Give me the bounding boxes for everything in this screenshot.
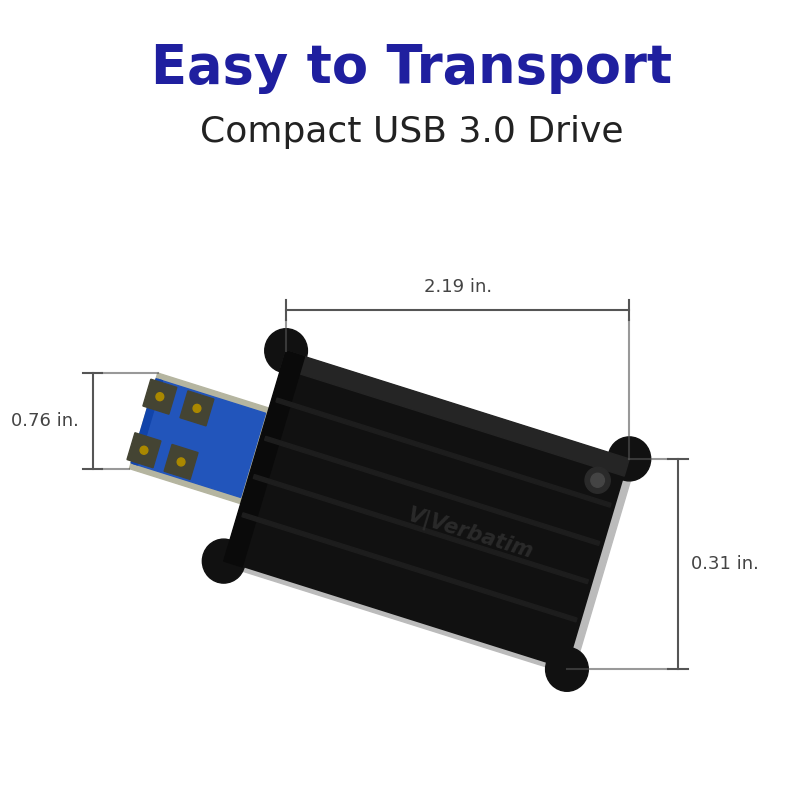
Circle shape <box>265 329 307 373</box>
Circle shape <box>178 458 185 466</box>
Polygon shape <box>254 474 588 584</box>
Polygon shape <box>133 379 266 498</box>
Circle shape <box>608 437 650 481</box>
Text: 0.31 in.: 0.31 in. <box>691 555 759 573</box>
Polygon shape <box>230 357 635 675</box>
Text: 2.19 in.: 2.19 in. <box>424 278 492 296</box>
Polygon shape <box>224 350 630 670</box>
Polygon shape <box>130 373 269 504</box>
Polygon shape <box>180 391 214 426</box>
Polygon shape <box>143 379 177 414</box>
Circle shape <box>585 467 610 494</box>
Circle shape <box>202 539 245 583</box>
Text: V|Verbatim: V|Verbatim <box>405 505 536 563</box>
Circle shape <box>140 446 148 454</box>
Polygon shape <box>242 513 577 622</box>
Polygon shape <box>127 433 161 468</box>
Circle shape <box>591 474 605 487</box>
Text: Compact USB 3.0 Drive: Compact USB 3.0 Drive <box>200 115 624 149</box>
Polygon shape <box>276 398 611 507</box>
Polygon shape <box>224 350 305 567</box>
Circle shape <box>156 393 164 401</box>
Polygon shape <box>131 378 162 465</box>
Circle shape <box>546 647 588 691</box>
Polygon shape <box>164 445 198 479</box>
Circle shape <box>193 404 201 412</box>
Text: 0.76 in.: 0.76 in. <box>11 412 79 430</box>
Polygon shape <box>281 350 630 476</box>
Text: Easy to Transport: Easy to Transport <box>151 42 673 94</box>
Polygon shape <box>265 436 600 546</box>
